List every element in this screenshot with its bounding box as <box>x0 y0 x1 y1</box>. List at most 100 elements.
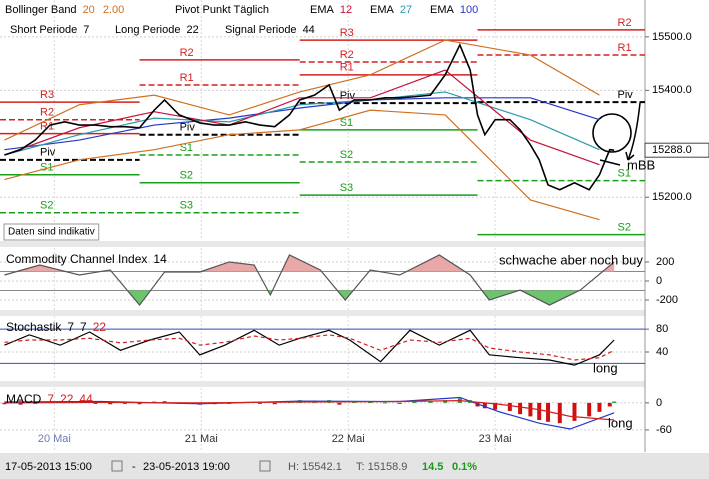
footer-change: 14.5 <box>422 461 443 473</box>
pivot-label: S2 <box>618 222 631 234</box>
histogram-bar <box>607 402 612 407</box>
header-label: EMA <box>430 4 455 16</box>
histogram-bar <box>272 402 277 405</box>
histogram-bar <box>537 402 542 420</box>
header-param: 27 <box>400 4 412 16</box>
header-param: 44 <box>303 24 315 36</box>
series-line <box>4 400 615 421</box>
histogram-bar <box>397 402 402 404</box>
footer-change-pct: 0.1% <box>452 461 477 473</box>
y-tick-label: 0 <box>656 397 662 409</box>
header-label: EMA <box>370 4 395 16</box>
histogram-bar <box>337 402 342 405</box>
pivot-label: R3 <box>40 89 54 101</box>
annotation: long <box>593 360 618 375</box>
pivot-label: S3 <box>340 182 353 194</box>
pivot-label: Piv <box>40 147 56 159</box>
panel <box>0 316 645 380</box>
series-line <box>4 91 600 156</box>
y-tick-label: 15500.0 <box>652 31 692 43</box>
cci-fill <box>127 290 580 306</box>
pivot-label: R2 <box>618 17 632 29</box>
calendar-icon[interactable] <box>259 460 271 472</box>
x-tick-label: 22 Mai <box>332 433 365 445</box>
pivot-label: R2 <box>40 107 54 119</box>
histogram-bar <box>382 402 387 404</box>
footer-bar <box>0 453 709 479</box>
histogram-bar <box>368 401 373 403</box>
y-tick-label: -60 <box>656 424 672 436</box>
x-tick-label: 21 Mai <box>185 433 218 445</box>
annotation: Daten sind indikativ <box>8 227 95 238</box>
x-tick-label: 23 Mai <box>479 433 512 445</box>
footer-low: T: 15158.9 <box>356 461 407 473</box>
y-tick-label: -200 <box>656 294 678 306</box>
panel-separator <box>0 310 645 316</box>
header-label: Short Periode <box>10 24 77 36</box>
series-line <box>4 329 615 366</box>
footer-from: 17-05-2013 15:00 <box>5 461 92 473</box>
pivot-label: Piv <box>618 89 634 101</box>
histogram-bar <box>546 402 551 422</box>
pivot-label: S2 <box>180 170 193 182</box>
pivot-label: S1 <box>180 142 193 154</box>
pivot-label: R2 <box>180 47 194 59</box>
panel: R3R2R1PivS1S2R2R1PivS1S2S3R3R2R1PivS1S2S… <box>0 0 645 240</box>
pivot-label: R1 <box>340 62 354 74</box>
histogram-bar <box>518 402 523 415</box>
panel <box>0 388 645 452</box>
y-tick-label: 0 <box>656 275 662 287</box>
pivot-label: S2 <box>40 200 53 212</box>
calendar-icon[interactable] <box>111 460 123 472</box>
histogram-bar <box>428 401 433 403</box>
footer-separator: - <box>132 461 136 473</box>
panel-param: 14 <box>153 252 167 266</box>
pivot-label: S2 <box>340 149 353 161</box>
panel-param: 7 <box>80 320 87 334</box>
panel-param: 44 <box>79 392 93 406</box>
histogram-bar <box>557 402 562 424</box>
series-line <box>4 109 600 221</box>
panel <box>0 248 645 310</box>
pivot-label: R1 <box>618 42 632 54</box>
annotation: mBB <box>627 157 655 172</box>
x-tick-label: 20 Mai <box>38 433 71 445</box>
header-param: 20 <box>83 4 95 16</box>
annotation-box <box>3 223 100 241</box>
histogram-bar <box>2 402 7 405</box>
pivot-label: R3 <box>340 27 354 39</box>
panel-separator <box>0 381 645 387</box>
panel-param: 22 <box>60 392 74 406</box>
pivot-label: R1 <box>180 72 194 84</box>
y-tick-label: 15200.0 <box>652 191 692 203</box>
footer-high: H: 15542.1 <box>288 461 342 473</box>
histogram-bar <box>572 402 577 421</box>
series-line <box>4 97 600 151</box>
panel-param: 22 <box>93 320 107 334</box>
header-label: Bollinger Band <box>5 4 77 16</box>
histogram-bar <box>108 402 113 405</box>
highlight-circle <box>592 113 632 153</box>
histogram-bar <box>493 402 498 410</box>
header-param: 12 <box>340 4 352 16</box>
y-tick-label: 200 <box>656 256 674 268</box>
pivot-label: R2 <box>340 49 354 61</box>
panel-separator <box>0 241 645 247</box>
histogram-bar <box>612 401 617 403</box>
histogram-bar <box>482 402 487 409</box>
series-line <box>4 42 615 191</box>
histogram-bar <box>587 402 592 417</box>
y-tick-label: 80 <box>656 323 668 335</box>
series-line <box>4 39 600 141</box>
header-param: 7 <box>83 24 89 36</box>
histogram-bar <box>137 402 142 405</box>
pivot-label: Piv <box>340 90 356 102</box>
histogram-bar <box>93 402 98 404</box>
annotation: long <box>608 415 633 430</box>
series-line <box>4 254 615 307</box>
fill-group <box>127 290 580 306</box>
header-param: 22 <box>186 24 198 36</box>
y-tick-label: 15400.0 <box>652 84 692 96</box>
